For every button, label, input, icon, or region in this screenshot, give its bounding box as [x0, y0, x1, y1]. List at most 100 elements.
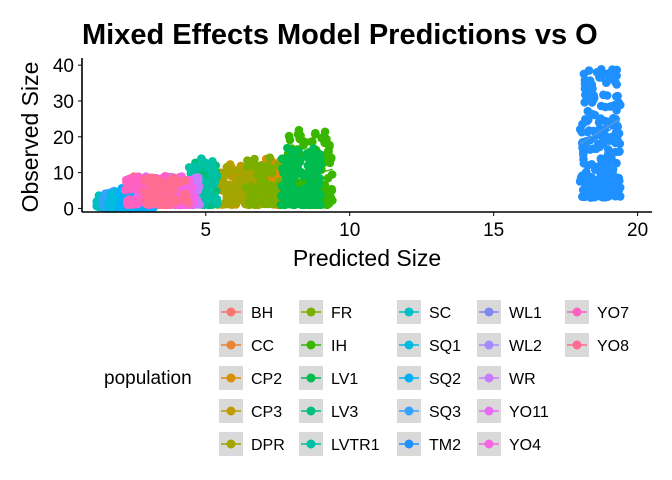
point — [129, 174, 138, 183]
point — [286, 182, 296, 191]
legend-key-point — [484, 439, 494, 449]
legend-label: CC — [251, 338, 274, 355]
legend-key-point — [306, 307, 316, 317]
point — [247, 173, 256, 183]
legend-item-WL2: WL2 — [477, 333, 542, 357]
y-tick-label: 40 — [53, 56, 74, 77]
point — [231, 197, 241, 207]
legend-label: WL2 — [509, 338, 542, 355]
legend-key-point — [306, 439, 316, 449]
legend-label: SQ1 — [429, 338, 461, 355]
trend-band-TM2 — [579, 118, 621, 145]
point — [582, 180, 591, 190]
x-tick-label: 15 — [483, 220, 504, 241]
point — [248, 186, 258, 196]
point — [212, 199, 222, 209]
y-tick-label: 30 — [53, 92, 74, 113]
point — [576, 173, 586, 182]
point — [579, 159, 589, 168]
legend-item-CP2: CP2 — [219, 366, 282, 390]
legend-label: IH — [331, 338, 347, 355]
point — [578, 192, 587, 201]
legend-label: WR — [509, 371, 536, 388]
point — [612, 92, 621, 101]
legend-item-YO7: YO7 — [565, 300, 629, 324]
legend-item-LVTR1: LVTR1 — [299, 432, 380, 456]
legend-item-WR: WR — [477, 366, 536, 390]
point — [259, 175, 269, 184]
legend-item-BH: BH — [219, 300, 273, 324]
point — [594, 118, 604, 127]
x-tick-label: 10 — [339, 220, 360, 241]
legend-key-point — [226, 406, 236, 416]
point — [605, 151, 615, 160]
series-YO8 — [139, 173, 193, 210]
x-tick-label: 5 — [200, 220, 211, 241]
point — [327, 153, 336, 163]
legend-key-point — [226, 373, 236, 383]
y-axis-title: Observed Size — [17, 62, 43, 213]
legend-item-CP3: CP3 — [219, 399, 282, 423]
point — [585, 145, 595, 154]
legend-item-SC: SC — [397, 300, 451, 324]
point — [121, 185, 130, 195]
point — [166, 192, 175, 202]
point — [584, 126, 594, 135]
point — [287, 148, 297, 157]
legend-key-point — [572, 340, 582, 350]
point — [295, 157, 305, 167]
point — [578, 119, 587, 129]
legend-item-YO8: YO8 — [565, 333, 629, 357]
legend-key-point — [404, 439, 414, 449]
point — [299, 198, 308, 207]
point — [248, 198, 258, 208]
legend-key-point — [404, 340, 414, 350]
point — [248, 160, 257, 170]
legend-label: LV1 — [331, 371, 358, 388]
point — [598, 192, 607, 202]
series-LV1 — [276, 143, 326, 210]
point — [612, 158, 621, 168]
point — [181, 176, 190, 185]
y-tick-label: 0 — [63, 199, 74, 220]
legend-key-point — [404, 307, 414, 317]
point — [172, 179, 181, 189]
point — [320, 127, 330, 137]
legend-label: SQ2 — [429, 371, 461, 388]
point — [320, 138, 329, 148]
point — [296, 167, 306, 177]
point — [150, 190, 160, 200]
point — [139, 187, 149, 196]
point — [612, 127, 621, 137]
axes: 5 10 15 20 0 10 20 30 40 — [53, 56, 652, 241]
legend-label: CP2 — [251, 371, 282, 388]
legend-key-point — [484, 373, 494, 383]
point — [615, 176, 624, 185]
legend-key-point — [404, 406, 414, 416]
point — [305, 178, 315, 187]
point — [581, 90, 590, 100]
point — [315, 199, 324, 208]
point — [125, 199, 134, 209]
point — [612, 65, 621, 75]
legend-item-YO11: YO11 — [477, 399, 549, 423]
legend-label: DPR — [251, 437, 285, 454]
point — [304, 193, 314, 202]
point — [277, 154, 287, 163]
point — [280, 200, 290, 210]
point — [265, 153, 275, 162]
legend-key-point — [484, 340, 494, 350]
legend-label: FR — [331, 305, 352, 322]
trend-line-FR — [245, 179, 287, 190]
point — [577, 127, 587, 137]
plot-area — [92, 65, 625, 213]
point — [590, 165, 600, 174]
point — [315, 158, 325, 167]
point — [194, 176, 203, 185]
point — [597, 173, 607, 182]
point — [241, 182, 251, 192]
legend-item-SQ3: SQ3 — [397, 399, 461, 423]
point — [223, 170, 233, 179]
point — [585, 76, 595, 85]
legend-item-TM2: TM2 — [397, 432, 461, 456]
